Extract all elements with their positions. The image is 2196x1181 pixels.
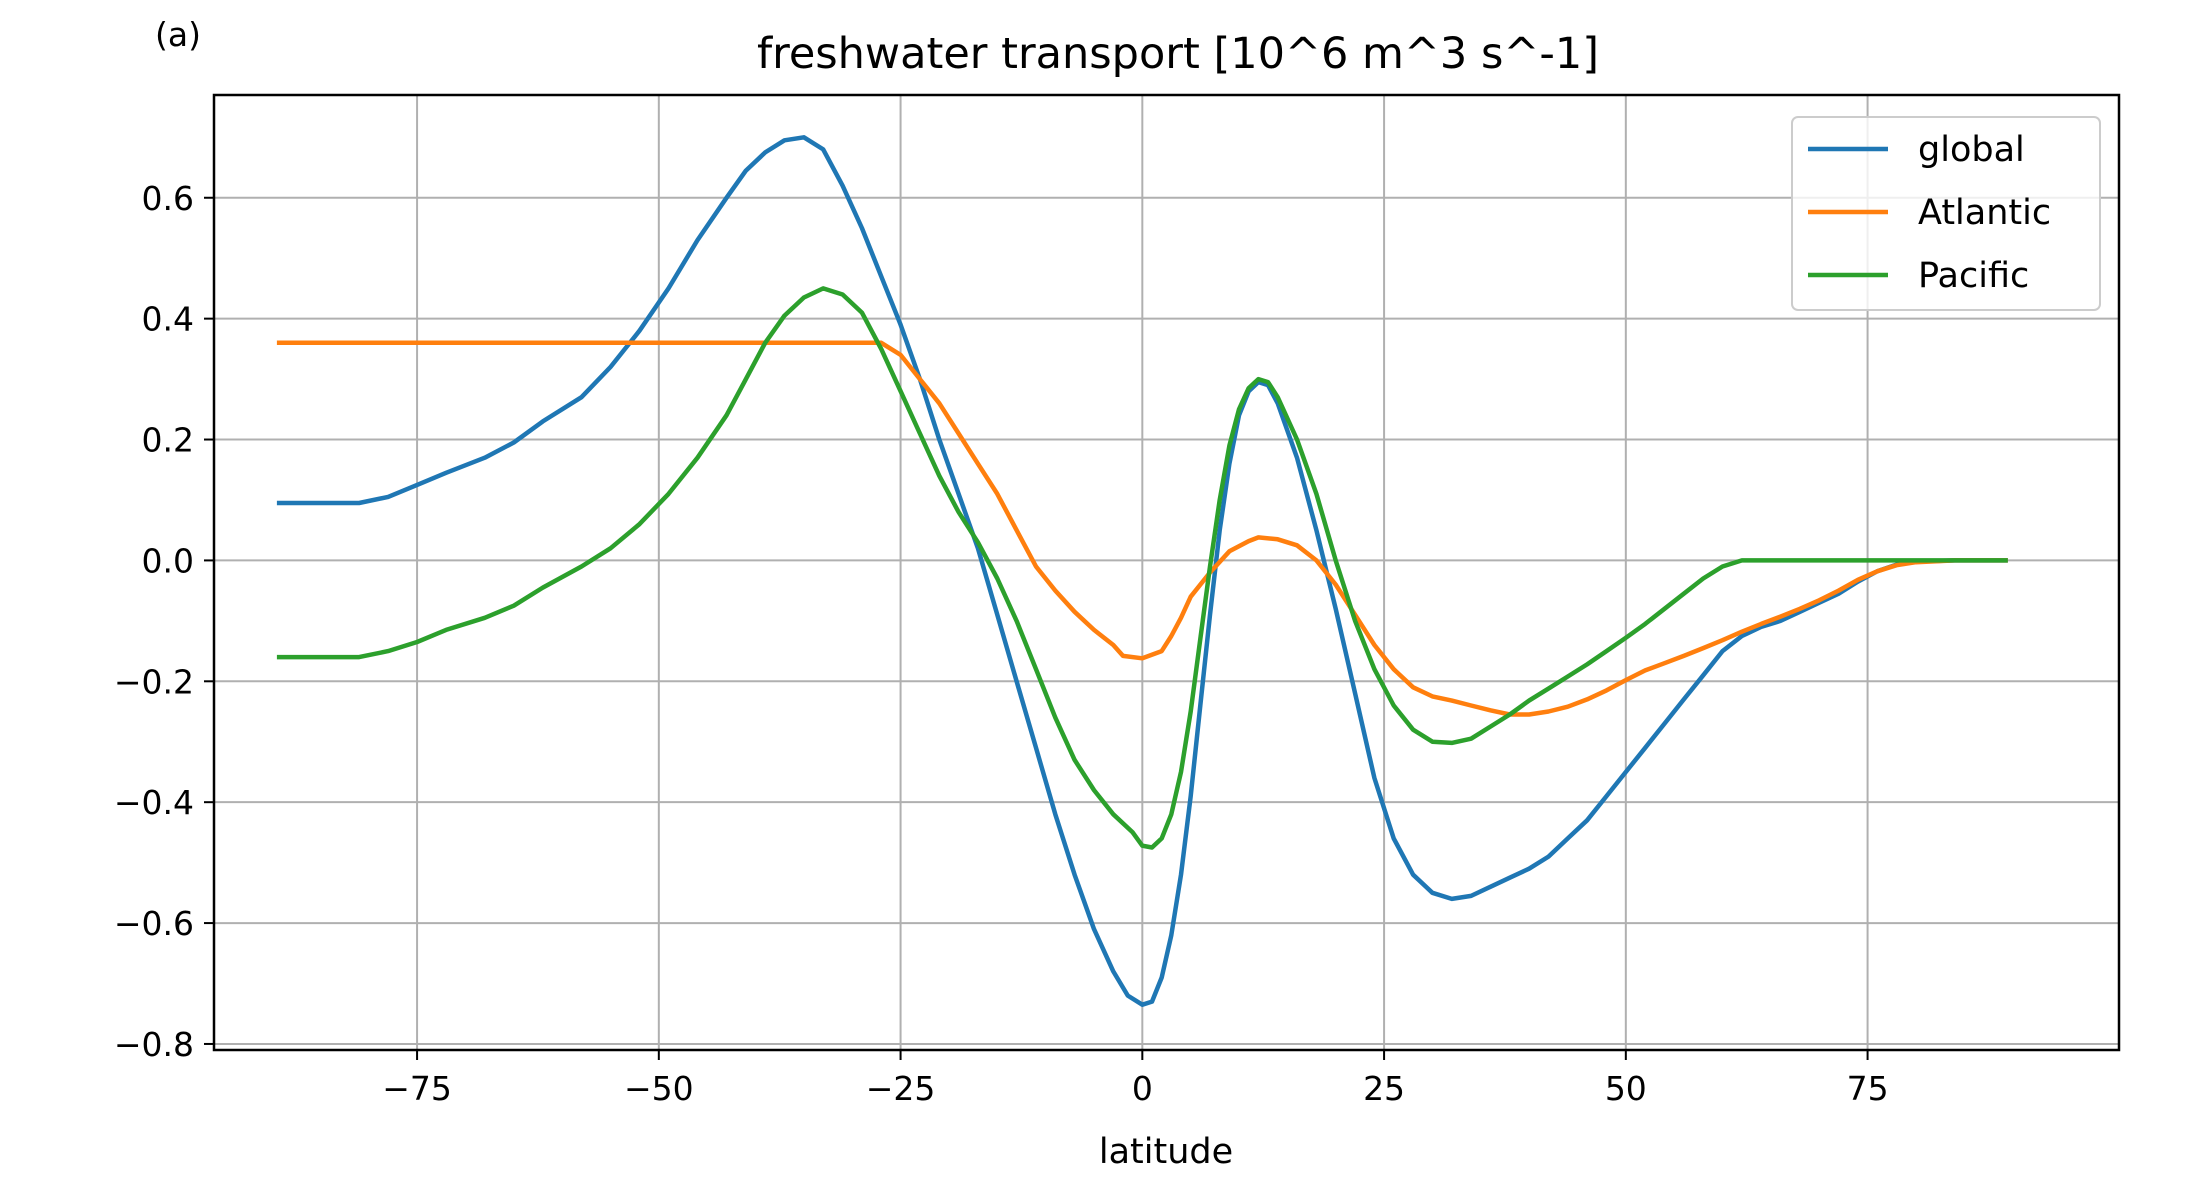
- y-tick-label: 0.2: [142, 421, 194, 460]
- y-tick-label: −0.2: [114, 662, 194, 701]
- legend-label-atlantic: Atlantic: [1918, 193, 2051, 233]
- y-tick-label: 0.6: [142, 179, 194, 218]
- y-tick-label: −0.4: [114, 783, 194, 822]
- y-tick-label: 0.0: [142, 541, 194, 580]
- x-tick-label: 50: [1605, 1069, 1647, 1108]
- panel-label: (a): [155, 15, 201, 54]
- x-tick-label: −75: [382, 1069, 452, 1108]
- series-line-pacific: [276, 286, 2008, 850]
- grid-lines: [214, 95, 2119, 1050]
- series-layer: [276, 135, 2008, 1007]
- y-tick-label: 0.4: [142, 300, 194, 339]
- x-tick-label: −50: [624, 1069, 694, 1108]
- legend-label-pacific: Pacific: [1918, 256, 2029, 296]
- x-tick-label: 25: [1363, 1069, 1405, 1108]
- x-axis-label: latitude: [1099, 1132, 1233, 1172]
- axis-ticks: −75 −50 −25 0 25 50 75 −0.8 −0.6 −0.4 −0.2 0.0 0.2 0.…: [114, 179, 1889, 1108]
- y-tick-label: −0.8: [114, 1025, 194, 1064]
- series-line-atlantic: [276, 340, 2008, 717]
- x-tick-label: 0: [1132, 1069, 1153, 1108]
- legend-box: [1791, 116, 2101, 311]
- x-tick-label: 75: [1847, 1069, 1889, 1108]
- y-tick-label: −0.6: [114, 904, 194, 943]
- series-line-global: [276, 135, 2008, 1007]
- axes-frame: [212, 93, 2121, 1052]
- legend-label-global: global: [1918, 130, 2025, 170]
- chart-title: freshwater transport [10^6 m^3 s^-1]: [757, 29, 1599, 79]
- x-tick-label: −25: [866, 1069, 936, 1108]
- legend: global Atlantic Pacific: [1791, 116, 2101, 311]
